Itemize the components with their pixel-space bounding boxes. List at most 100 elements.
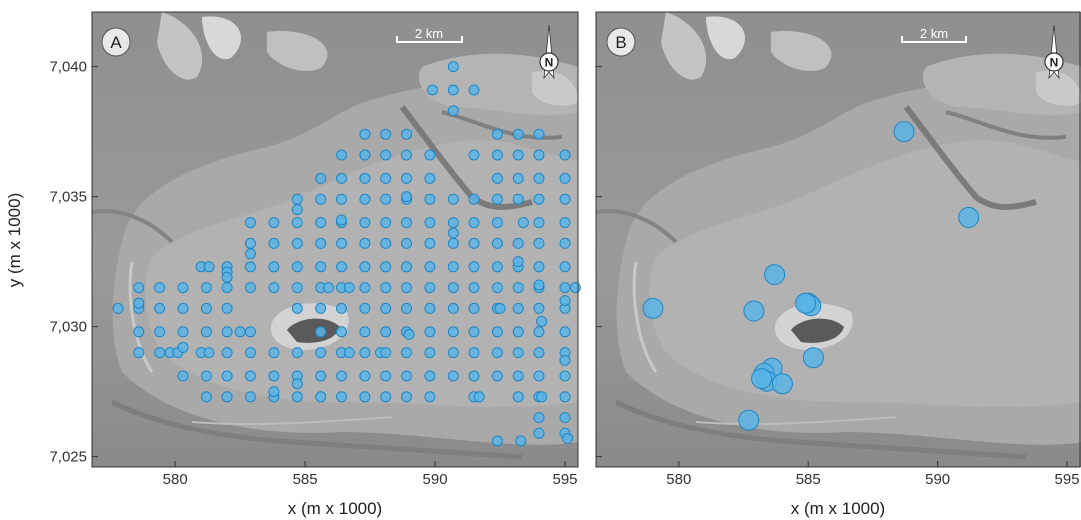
panel-a-point-19 [533, 149, 545, 161]
panel-a-point-113 [424, 282, 436, 294]
panel-a-point-145 [559, 295, 571, 307]
panel-a-x-tick-label-1: 585 [293, 471, 318, 488]
panel-a-point-35 [380, 193, 392, 205]
panel-b-x-axis-label: x (m x 1000) [791, 499, 885, 518]
panel-a-point-86 [359, 261, 371, 273]
panel-a-point-136 [424, 302, 436, 314]
panel-a-point-185 [447, 347, 459, 359]
panel-a-frame [91, 11, 579, 468]
panel-a-point-92 [491, 261, 503, 273]
panel-a-point-122 [343, 282, 355, 294]
panel-a-point-104 [221, 282, 233, 294]
panel-a-point-100 [133, 282, 145, 294]
panel-a-point-195 [221, 370, 233, 382]
panel-a-point-46 [245, 217, 256, 229]
panel-a-point-53 [401, 217, 412, 229]
panel-a-point-2 [447, 84, 459, 96]
panel-a-point-222 [424, 391, 436, 403]
panel-a-point-154 [336, 326, 347, 338]
panel-a-point-14 [401, 149, 412, 161]
panel-a-point-138 [468, 302, 480, 314]
panel-a-point-158 [424, 326, 436, 338]
panel-a-point-234 [562, 432, 574, 444]
panel-a-point-105 [245, 282, 256, 294]
panel-b-point-4 [743, 300, 765, 322]
panel-a-point-81 [245, 261, 256, 273]
panel-a-point-218 [336, 391, 347, 403]
panel-a-point-116 [491, 282, 503, 294]
panel-a-point-22 [336, 172, 347, 184]
panel-a-ticks: 580 585 590 595 7,025 7,030 7,035 7,040 [49, 59, 577, 488]
panel-a-point-34 [359, 193, 371, 205]
panel-a-point-166 [536, 315, 548, 327]
panel-a-point-85 [336, 261, 347, 273]
panel-a-point-94 [533, 261, 545, 273]
panel-a-point-87 [380, 261, 392, 273]
panel-a-point-227 [536, 391, 548, 403]
panel-b-point-1 [958, 206, 980, 228]
panel-a-point-57 [491, 217, 503, 229]
panel-b-north-label: N [1050, 56, 1059, 70]
panel-a-point-206 [468, 370, 480, 382]
panel-a-point-77 [447, 227, 459, 239]
panel-a-point-99 [221, 271, 233, 283]
panel-a-point-137 [447, 302, 459, 314]
panel-a-point-163 [533, 326, 545, 338]
panel-a-point-174 [245, 347, 256, 359]
panel-a-point-184 [424, 347, 436, 359]
panel-a-point-89 [424, 261, 436, 273]
panel-a-point-212 [200, 391, 212, 403]
panel-a-point-123 [533, 279, 545, 291]
panel-a-point-96 [245, 248, 256, 260]
panel-b-point-12 [751, 368, 773, 390]
panel-a-point-106 [268, 282, 280, 294]
panel-a-point-176 [291, 347, 303, 359]
panel-a-point-193 [177, 370, 189, 382]
panel-b-label-badge [606, 27, 636, 57]
panel-a-point-51 [359, 217, 371, 229]
panel-a-point-10 [533, 128, 545, 140]
panel-a-point-102 [177, 282, 189, 294]
panel-a-point-221 [401, 391, 412, 403]
panel-a-point-74 [512, 237, 524, 249]
panel-b-aerial-image [596, 12, 1081, 467]
panel-a-point-205 [447, 370, 459, 382]
panel-a-point-208 [512, 370, 524, 382]
panel-a-point-144 [494, 302, 506, 314]
panel-a-point-64 [291, 237, 303, 249]
panel-a-point-213 [221, 391, 233, 403]
panel-a-north-arrow-icon: N [539, 24, 559, 80]
panel-a-point-56 [468, 217, 480, 229]
panel-a-point-33 [336, 193, 347, 205]
y-axis-label: y (m x 1000) [5, 193, 24, 287]
panel-a-point-148 [177, 326, 189, 338]
panel-a-point-12 [359, 149, 371, 161]
panel-a-point-130 [291, 302, 303, 314]
panel-b-point-3 [642, 297, 664, 319]
panel-a-point-17 [491, 149, 503, 161]
panel-b-label: B [615, 33, 626, 52]
panel-a-point-124 [112, 302, 124, 314]
panel-a-point-141 [533, 302, 545, 314]
panel-a-point-219 [359, 391, 371, 403]
panel-b-x-tick-label-3: 595 [1055, 471, 1080, 488]
panel-a-points [112, 61, 581, 447]
panel-a-x-tick-label-0: 580 [163, 471, 188, 488]
panel-a-point-199 [315, 370, 327, 382]
panel-a-point-52 [380, 217, 392, 229]
panel-a-point-44 [291, 204, 303, 216]
panel-a-point-28 [512, 172, 524, 184]
panel-a-point-146 [133, 326, 145, 338]
panel-b-scale-bar: 2 km [901, 26, 967, 43]
panel-a-point-140 [512, 302, 524, 314]
panel-a-point-29 [533, 172, 545, 184]
panel-a-point-42 [533, 193, 545, 205]
panel-a-point-88 [401, 261, 412, 273]
panel-a-point-59 [533, 217, 545, 229]
panel-a-point-189 [533, 347, 545, 359]
panel-a-point-201 [359, 370, 371, 382]
panel-a-point-129 [221, 302, 233, 314]
panel-a-point-235 [491, 435, 503, 447]
panel-a-y-tick-label-1: 7,030 [49, 319, 87, 336]
panel-a-point-230 [533, 412, 545, 424]
